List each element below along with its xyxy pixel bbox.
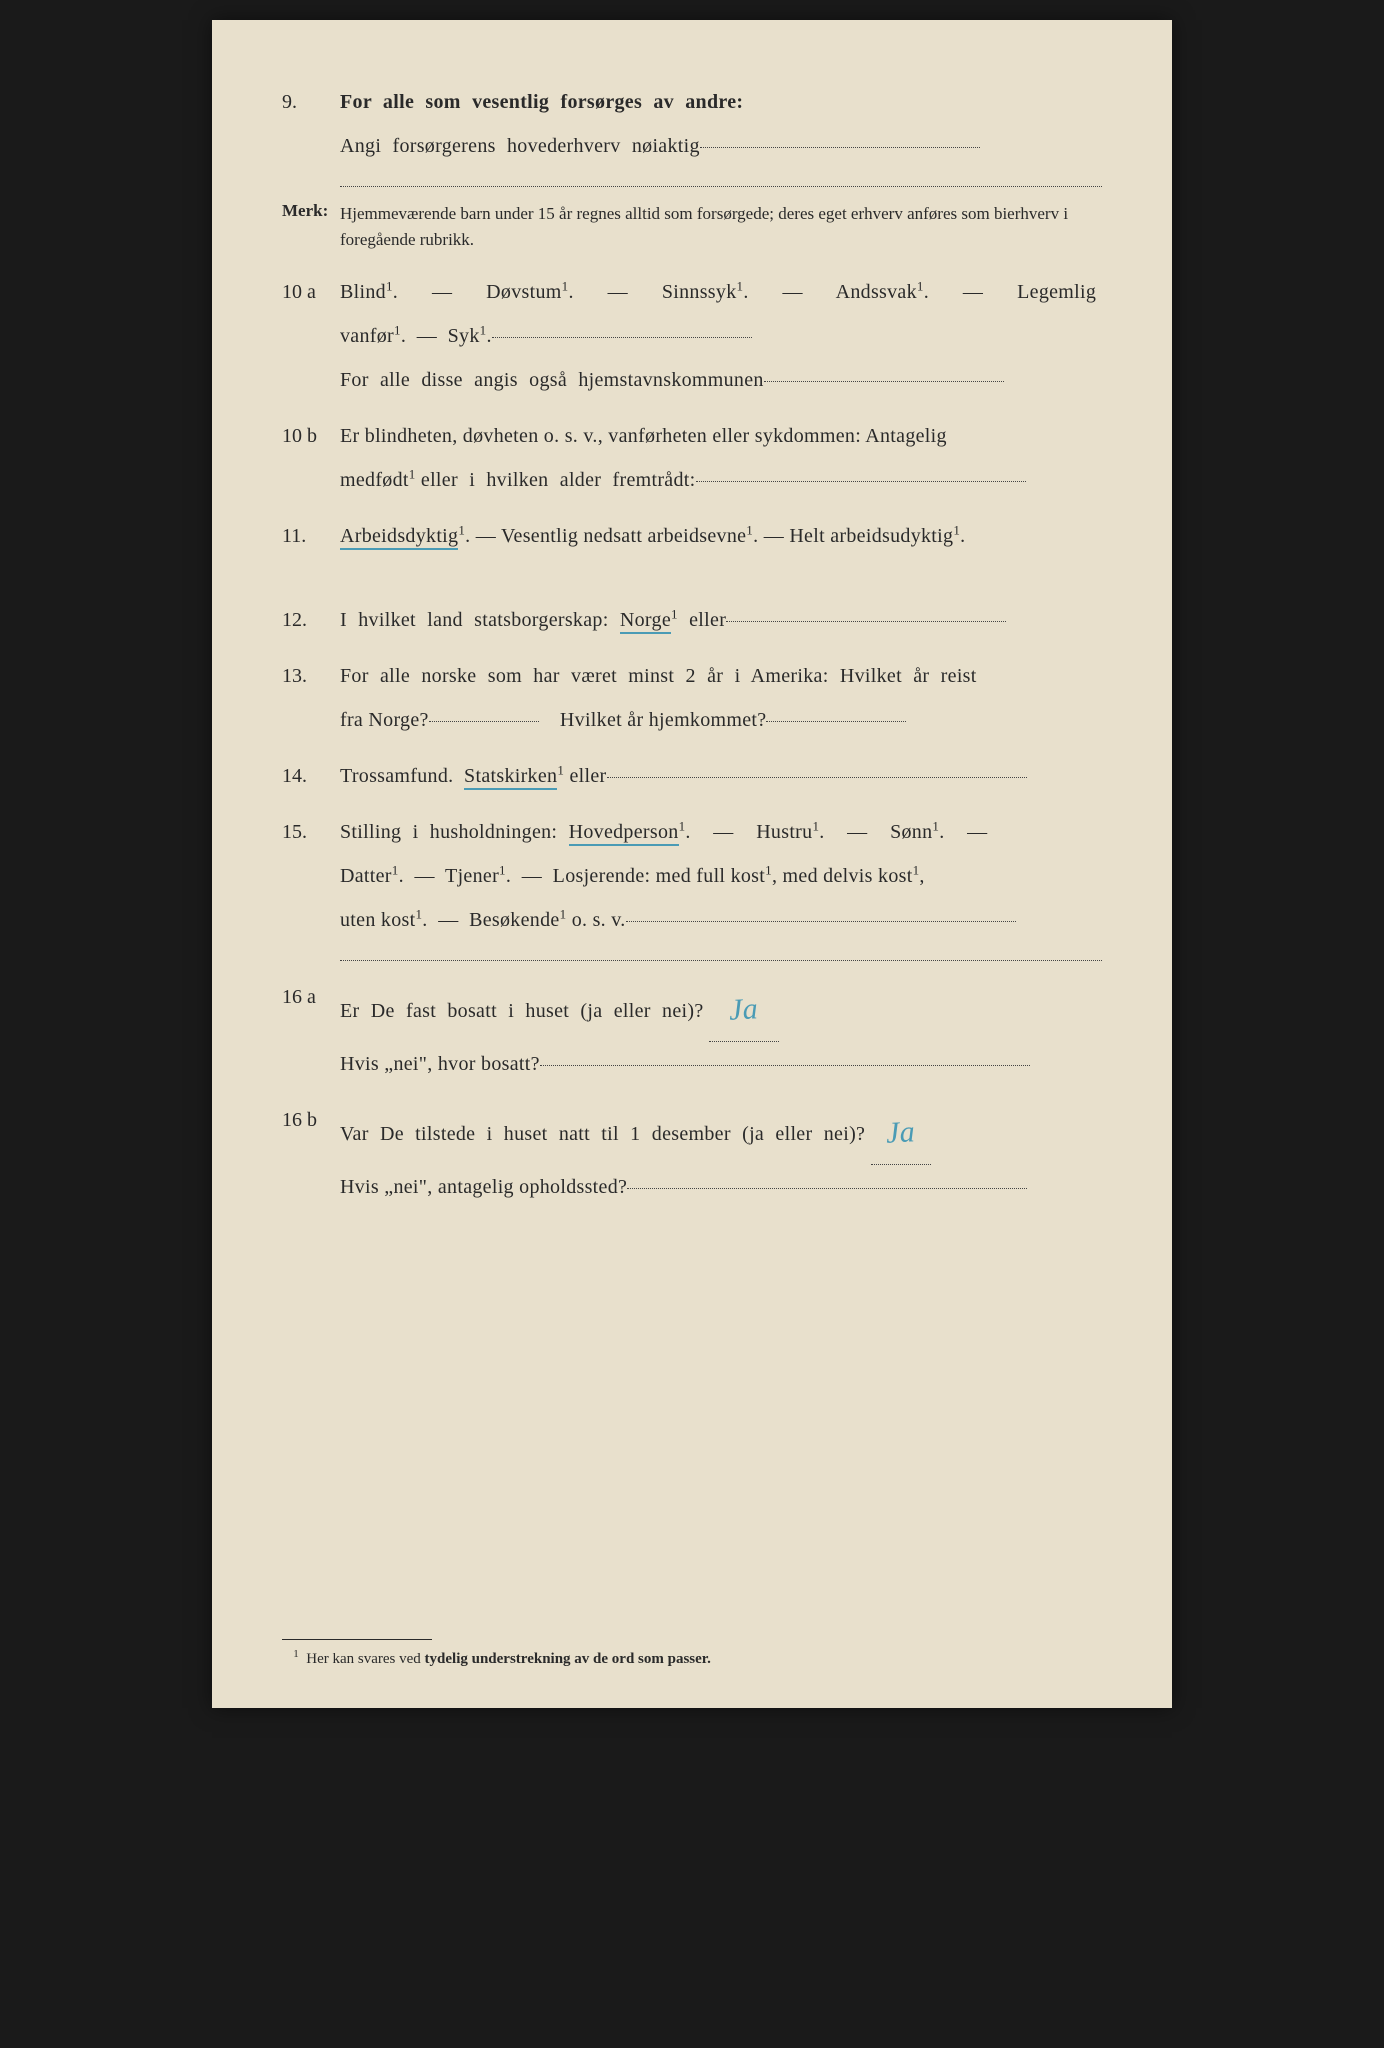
opt-hovedperson: Hovedperson: [569, 821, 679, 846]
q16b-number: 16 b: [282, 1098, 340, 1209]
merk-text: Hjemmeværende barn under 15 år regnes al…: [340, 201, 1102, 252]
opt-legemlig: Legemlig: [1017, 281, 1096, 303]
fill-line[interactable]: [429, 721, 539, 722]
answer-16b[interactable]: Ja: [871, 1098, 931, 1165]
q10a-number: 10 a: [282, 270, 340, 402]
q16a-body: Er De fast bosatt i huset (ja eller nei)…: [340, 975, 1102, 1086]
q12-tail: eller: [689, 609, 726, 631]
opt-andssvak: Andssvak: [836, 281, 917, 303]
footnote-text1: Her kan svares ved: [306, 1651, 424, 1667]
q10b-body: Er blindheten, døvheten o. s. v., vanfør…: [340, 414, 1102, 502]
q10b-number: 10 b: [282, 414, 340, 502]
q10b-text1: Er blindheten, døvheten o. s. v., vanfør…: [340, 425, 947, 447]
q12-body: I hvilket land statsborgerskap: Norge1 e…: [340, 598, 1102, 642]
q13-line1: For alle norske som har været minst 2 år…: [340, 665, 977, 687]
fill-line[interactable]: [607, 777, 1027, 778]
q14-tail: eller: [569, 765, 606, 787]
fill-line[interactable]: [626, 921, 1016, 922]
q10a-body: Blind1. — Døvstum1. — Sinnssyk1. — Andss…: [340, 270, 1102, 402]
q16b-body: Var De tilstede i huset natt til 1 desem…: [340, 1098, 1102, 1209]
q12-text: I hvilket land statsborgerskap:: [340, 609, 609, 631]
q16b-line2: Hvis „nei", antagelig opholdssted?: [340, 1176, 627, 1198]
opt-sonn: Sønn: [890, 821, 932, 843]
q16a-line2: Hvis „nei", hvor bosatt?: [340, 1053, 540, 1075]
opt-norge: Norge: [620, 609, 671, 634]
q9-number: 9.: [282, 80, 340, 168]
q11-number: 11.: [282, 514, 340, 558]
footnote-rule: [282, 1639, 432, 1640]
footnote-mark: 1: [293, 1648, 299, 1660]
fill-line[interactable]: [700, 147, 980, 148]
q14-number: 14.: [282, 754, 340, 798]
question-15: 15. Stilling i husholdningen: Hovedperso…: [282, 810, 1102, 942]
q12-number: 12.: [282, 598, 340, 642]
q15-osv: o. s. v.: [572, 909, 626, 931]
question-11: 11. Arbeidsdyktig1. — Vesentlig nedsatt …: [282, 514, 1102, 558]
fill-line[interactable]: [492, 337, 752, 338]
question-9: 9. For alle som vesentlig forsørges av a…: [282, 80, 1102, 168]
q14-text: Trossamfund.: [340, 765, 453, 787]
q13-line2b: Hvilket år hjemkommet?: [560, 709, 767, 731]
q13-line2a: fra Norge?: [340, 709, 429, 731]
question-13: 13. For alle norske som har været minst …: [282, 654, 1102, 742]
opt-hustru: Hustru: [756, 821, 812, 843]
q15-delvis: , med delvis kost: [772, 865, 913, 887]
opt-dovstum: Døvstum: [486, 281, 561, 303]
opt-datter: Datter: [340, 865, 392, 887]
question-16a: 16 a Er De fast bosatt i huset (ja eller…: [282, 975, 1102, 1086]
question-12: 12. I hvilket land statsborgerskap: Norg…: [282, 598, 1102, 642]
q10b-medfodt: medfødt: [340, 469, 409, 491]
opt-tjener: Tjener: [445, 865, 499, 887]
q10b-text2b: eller i hvilken alder fremtrådt:: [421, 469, 696, 491]
merk-note: Merk: Hjemmeværende barn under 15 år reg…: [282, 201, 1102, 252]
opt-blind: Blind: [340, 281, 386, 303]
q15-body: Stilling i husholdningen: Hovedperson1. …: [340, 810, 1102, 942]
opt-nedsatt: Vesentlig nedsatt arbeidsevne: [501, 525, 746, 547]
opt-arbeidsdyktig: Arbeidsdyktig: [340, 525, 458, 550]
q16b-q: Var De tilstede i huset natt til 1 desem…: [340, 1123, 865, 1145]
fill-line[interactable]: [696, 481, 1026, 482]
opt-sinnssyk: Sinnssyk: [662, 281, 737, 303]
opt-syk: Syk: [448, 325, 480, 347]
q13-body: For alle norske som har været minst 2 år…: [340, 654, 1102, 742]
question-16b: 16 b Var De tilstede i huset natt til 1 …: [282, 1098, 1102, 1209]
q15-text: Stilling i husholdningen:: [340, 821, 557, 843]
fill-line[interactable]: [627, 1188, 1027, 1189]
opt-udyktig: Helt arbeidsudyktig: [789, 525, 953, 547]
question-10b: 10 b Er blindheten, døvheten o. s. v., v…: [282, 414, 1102, 502]
opt-vanfor: vanfør: [340, 325, 394, 347]
fill-line[interactable]: [726, 621, 1006, 622]
fill-line[interactable]: [764, 381, 1004, 382]
census-form-page: 9. For alle som vesentlig forsørges av a…: [212, 20, 1172, 1708]
q15-number: 15.: [282, 810, 340, 942]
opt-statskirken: Statskirken: [464, 765, 557, 790]
q11-body: Arbeidsdyktig1. — Vesentlig nedsatt arbe…: [340, 514, 1102, 558]
q14-body: Trossamfund. Statskirken1 eller: [340, 754, 1102, 798]
footnote-text2: tydelig understrekning av de ord som pas…: [425, 1651, 711, 1667]
question-10a: 10 a Blind1. — Døvstum1. — Sinnssyk1. — …: [282, 270, 1102, 402]
fill-line[interactable]: [766, 721, 906, 722]
q9-body: For alle som vesentlig forsørges av andr…: [340, 80, 1102, 168]
fill-line-full[interactable]: [340, 960, 1102, 961]
q15-losjerende: Losjerende: med full kost: [553, 865, 765, 887]
q9-line2: Angi forsørgerens hovederhverv nøiaktig: [340, 135, 700, 157]
fill-line-full[interactable]: [340, 186, 1102, 187]
fill-line[interactable]: [540, 1065, 1030, 1066]
q13-number: 13.: [282, 654, 340, 742]
q9-line1: For alle som vesentlig forsørges av andr…: [340, 91, 743, 113]
q16a-q: Er De fast bosatt i huset (ja eller nei)…: [340, 1000, 704, 1022]
q16a-number: 16 a: [282, 975, 340, 1086]
footnote: 1 Her kan svares ved tydelig understrekn…: [282, 1648, 1102, 1668]
q15-utenkost: uten kost: [340, 909, 415, 931]
q15-besokende: Besøkende: [469, 909, 559, 931]
question-14: 14. Trossamfund. Statskirken1 eller: [282, 754, 1102, 798]
answer-16a[interactable]: Ja: [709, 975, 779, 1042]
merk-label: Merk:: [282, 201, 340, 252]
q10a-line3: For alle disse angis også hjemstavnskomm…: [340, 369, 764, 391]
